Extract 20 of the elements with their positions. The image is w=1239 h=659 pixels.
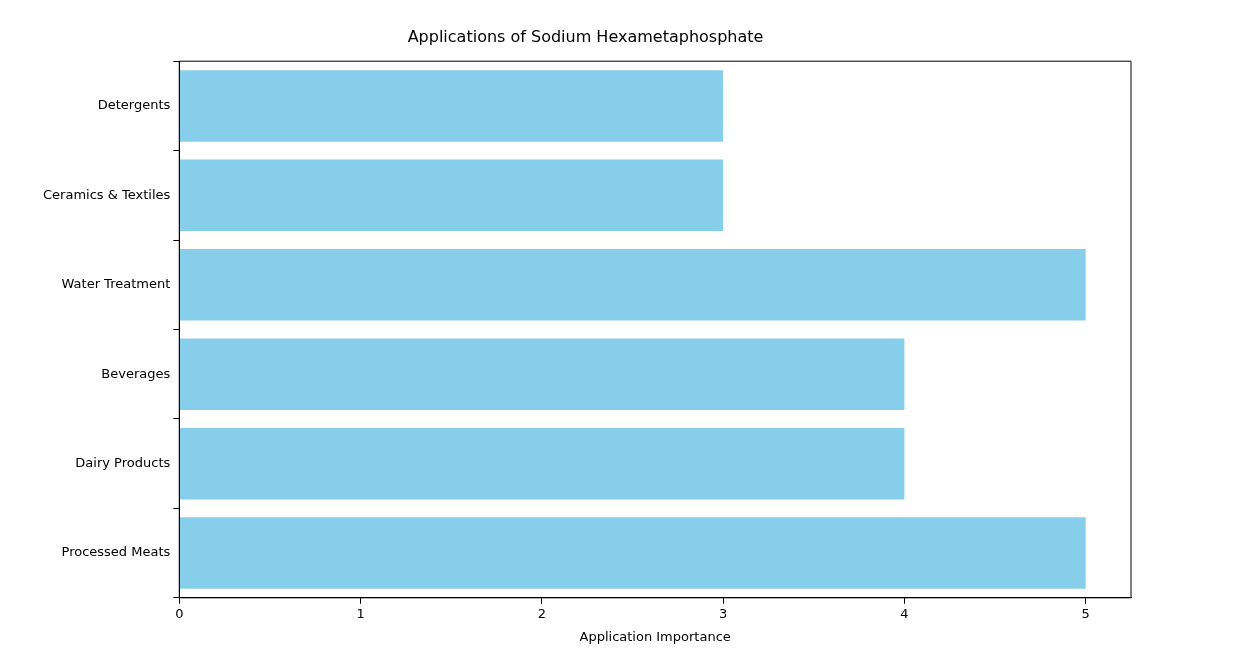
y-tick-label: Water Treatment — [61, 276, 171, 292]
bar — [179, 159, 724, 232]
y-tick-label: Ceramics & Textiles — [42, 186, 171, 202]
x-tick-label: 5 — [1081, 605, 1090, 621]
x-tick-label: 2 — [537, 605, 546, 621]
y-tick-label: Detergents — [97, 97, 171, 113]
y-tick-label: Dairy Products — [75, 455, 171, 471]
bar — [179, 517, 1086, 589]
x-tick-label: 3 — [718, 605, 728, 621]
bar — [179, 70, 724, 142]
bar — [179, 249, 1086, 321]
y-tick-label: Beverages — [101, 365, 171, 381]
x-tick-label: 0 — [175, 605, 184, 621]
y-tick-label: Processed Meats — [61, 544, 171, 560]
x-axis-title: Application Importance — [579, 628, 731, 644]
bar — [179, 427, 905, 500]
bar — [179, 338, 905, 410]
x-tick-label: 4 — [900, 605, 909, 621]
chart-title: Applications of Sodium Hexametaphosphate — [407, 26, 764, 46]
x-tick-label: 1 — [356, 605, 365, 621]
